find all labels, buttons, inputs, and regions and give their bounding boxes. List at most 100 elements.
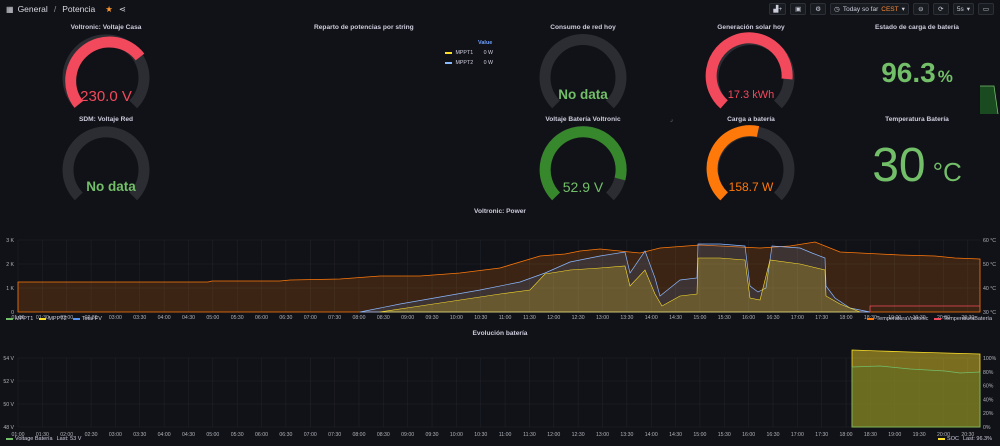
gauge-fill xyxy=(539,126,627,201)
x-tick-label: 20:30 xyxy=(961,432,974,438)
gauge-value: 158.7 W xyxy=(729,180,774,194)
legend-item[interactable]: MPPT1 xyxy=(6,316,33,322)
star-icon[interactable]: ★ xyxy=(105,3,113,14)
total-fv-area xyxy=(359,243,871,313)
x-tick-label: 19:00 xyxy=(888,315,901,321)
x-tick-label: 17:30 xyxy=(815,315,828,321)
y-left-tick-label: 48 V xyxy=(3,425,14,431)
time-picker-button[interactable]: ◷ Today so far CEST ▾ xyxy=(830,3,909,15)
x-tick-label: 02:30 xyxy=(85,315,98,321)
refresh-interval-picker[interactable]: 5s ▾ xyxy=(952,3,974,15)
y-left-tick-label: 3 K xyxy=(6,238,14,244)
time-series-chart[interactable]: 01:0001:3002:0002:3003:0003:3004:0004:30… xyxy=(0,218,1000,322)
x-tick-label: 18:30 xyxy=(864,432,877,438)
refresh-button[interactable]: ⟳ xyxy=(932,3,949,15)
stat-number: 30 xyxy=(872,139,926,192)
legend-label: MPPT2 xyxy=(48,316,67,322)
x-tick-label: 12:30 xyxy=(572,432,585,438)
panel-resize-handle[interactable]: ⌟ xyxy=(670,117,673,123)
x-tick-label: 10:00 xyxy=(450,432,463,438)
x-tick-label: 05:00 xyxy=(206,432,219,438)
chart-legend-right: TemperaturaVoltronic TemperaturaBatería xyxy=(867,316,992,322)
breadcrumb-folder[interactable]: General xyxy=(17,4,48,14)
legend-item[interactable]: TemperaturaVoltronic xyxy=(867,316,928,322)
x-tick-label: 04:30 xyxy=(182,315,195,321)
gauge: 158.7 W xyxy=(706,125,795,201)
x-tick-label: 07:30 xyxy=(328,432,341,438)
y-right-tick-label: 30 °C xyxy=(983,310,996,316)
y-left-tick-label: 0 xyxy=(11,310,14,316)
x-tick-label: 15:30 xyxy=(718,432,731,438)
x-tick-label: 13:30 xyxy=(620,315,633,321)
panel-generacion-solar: Generación solar hoy 17.3 kWh xyxy=(656,24,846,116)
tv-mode-button[interactable]: ▭ xyxy=(978,3,994,15)
legend-label: TemperaturaBatería xyxy=(943,316,992,322)
gauge-track xyxy=(539,34,627,109)
panel-voltaje-casa: Voltronic: Voltaje Casa 230.0 V xyxy=(6,24,206,116)
x-tick-label: 19:30 xyxy=(913,432,926,438)
panel-voltaje-bateria: Voltaje Batería Voltronic 52.9 V xyxy=(488,116,678,208)
chevron-down-icon: ▾ xyxy=(901,6,905,13)
x-tick-label: 01:00 xyxy=(12,315,25,321)
x-tick-label: 05:30 xyxy=(231,315,244,321)
y-left-tick-label: 1 K xyxy=(6,286,14,292)
settings-button[interactable]: ⚙ xyxy=(810,3,827,15)
gauge: 230.0 V xyxy=(62,34,150,109)
x-tick-label: 07:30 xyxy=(328,315,341,321)
stat-value: 96.3% xyxy=(834,57,1000,89)
legend-item[interactable]: Voltage Batería Last: 53 V xyxy=(6,436,81,442)
panel-title: Reparto de potencias por string xyxy=(314,24,414,31)
save-button[interactable]: ▣ xyxy=(790,3,807,15)
clock-icon: ◷ xyxy=(834,6,840,13)
legend-item[interactable]: SOC Last: 96.3% xyxy=(938,436,992,442)
x-tick-label: 05:30 xyxy=(231,432,244,438)
legend-name: MPPT2 xyxy=(455,60,474,66)
x-tick-label: 11:00 xyxy=(499,432,512,438)
gauge-fill xyxy=(705,32,793,109)
x-tick-label: 06:30 xyxy=(279,432,292,438)
add-panel-button[interactable]: ▟+ xyxy=(769,3,787,15)
legend-item[interactable]: Total FV xyxy=(72,316,102,322)
chart-legend-left: Voltage Batería Last: 53 V xyxy=(6,436,81,442)
x-tick-label: 19:30 xyxy=(913,315,926,321)
x-tick-label: 16:30 xyxy=(766,432,779,438)
panel-title: Consumo de red hoy xyxy=(550,24,616,31)
legend-item[interactable]: TemperaturaBatería xyxy=(934,316,992,322)
time-range-label: Today so far xyxy=(842,5,879,13)
y-right-tick-label: 20% xyxy=(983,411,994,417)
gear-icon: ⚙ xyxy=(815,6,822,13)
dashboards-grid-icon[interactable]: ▦ xyxy=(6,4,14,14)
x-tick-label: 17:00 xyxy=(791,315,804,321)
x-tick-label: 05:00 xyxy=(206,315,219,321)
legend-item[interactable]: MPPT2 xyxy=(39,316,67,322)
y-left-tick-label: 2 K xyxy=(6,262,14,268)
legend-stat: Last: 53 V xyxy=(56,436,82,442)
share-icon[interactable]: ⋖ xyxy=(118,3,127,14)
x-tick-label: 09:00 xyxy=(401,315,414,321)
panel-estado-carga: Estado de carga de batería 96.3% xyxy=(834,24,1000,116)
refresh-icon: ⟳ xyxy=(938,6,944,13)
x-tick-label: 14:30 xyxy=(669,315,682,321)
panel-title: Evolución batería xyxy=(472,330,528,337)
panel-power-chart: Voltronic: Power 01:0001:3002:0002:3003:… xyxy=(0,208,1000,328)
x-tick-label: 09:30 xyxy=(426,315,439,321)
x-tick-label: 20:00 xyxy=(937,432,950,438)
gauge: No data xyxy=(62,126,150,201)
gauge: 52.9 V xyxy=(539,126,627,201)
x-tick-label: 20:00 xyxy=(937,315,950,321)
x-tick-label: 03:30 xyxy=(133,432,146,438)
breadcrumb-dashboard[interactable]: Potencia xyxy=(62,4,96,14)
panel-title: Generación solar hoy xyxy=(717,24,785,31)
x-tick-label: 19:00 xyxy=(888,432,901,438)
gauge-fill xyxy=(65,36,145,108)
gauge-value: 52.9 V xyxy=(563,179,604,195)
legend-swatch xyxy=(445,51,452,54)
x-tick-label: 09:00 xyxy=(401,432,414,438)
zoom-out-button[interactable]: ⊖ xyxy=(912,3,929,15)
gauge-value: No data xyxy=(558,87,608,102)
x-tick-label: 07:00 xyxy=(304,432,317,438)
x-tick-label: 20:30 xyxy=(961,315,974,321)
y-right-tick-label: 60% xyxy=(983,384,994,390)
x-tick-label: 01:30 xyxy=(36,432,49,438)
